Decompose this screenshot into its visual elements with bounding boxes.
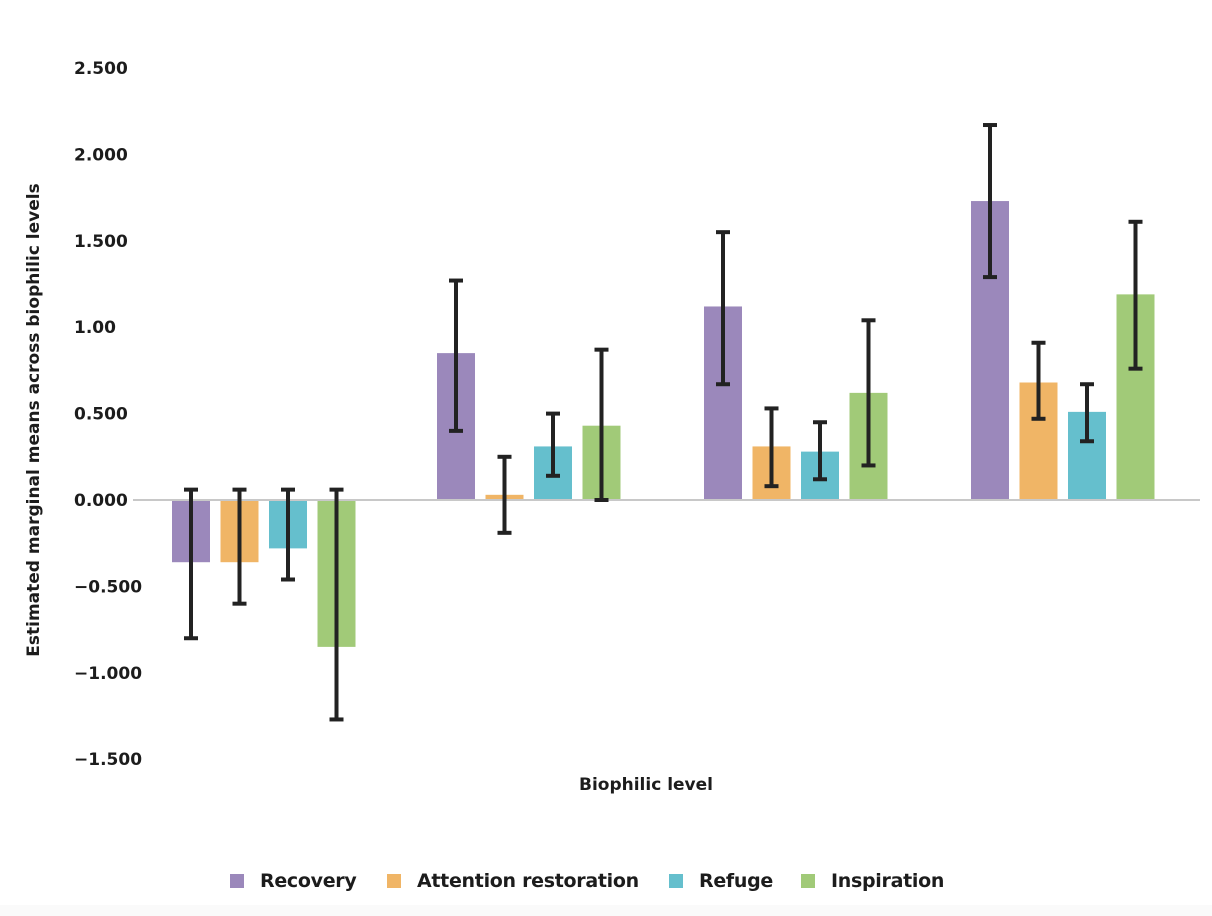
- y-tick-label: 2.000: [74, 145, 128, 165]
- error-bar-inspiration-1: [329, 487, 344, 722]
- error-bar-recovery-1: [184, 487, 198, 641]
- error-bar-refuge-4: [1080, 382, 1094, 444]
- error-bar-recovery-3: [716, 230, 730, 387]
- legend-swatch: [387, 874, 401, 888]
- legend-swatch: [669, 874, 683, 888]
- legend-label: Refuge: [699, 870, 773, 892]
- y-tick-label: 1.500: [74, 232, 128, 252]
- bars: [172, 201, 1155, 647]
- legend-label: Recovery: [260, 870, 357, 892]
- error-bar-refuge-3: [813, 420, 827, 482]
- error-bar-attention-restoration-4: [1031, 340, 1046, 421]
- y-tick-label: 0.500: [74, 405, 128, 425]
- legend-item-inspiration: Inspiration: [801, 866, 944, 896]
- legend-label: Inspiration: [831, 870, 945, 892]
- error-bar-refuge-1: [281, 487, 295, 582]
- error-bar-recovery-2: [449, 278, 463, 433]
- error-bar-inspiration-2: [594, 347, 609, 502]
- error-bar-refuge-2: [546, 411, 560, 478]
- error-bar-recovery-4: [983, 123, 997, 280]
- footer-band: [0, 905, 1212, 916]
- error-bar-attention-restoration-2: [497, 454, 512, 535]
- y-tick-label: −0.500: [74, 577, 142, 597]
- y-tick-label: 1.00: [74, 318, 116, 338]
- error-bar-attention-restoration-3: [764, 406, 779, 489]
- x-axis-title: Biophilic level: [579, 775, 713, 795]
- error-bar-inspiration-4: [1128, 219, 1143, 371]
- error-bar-inspiration-3: [861, 318, 876, 468]
- error-bar-attention-restoration-1: [232, 487, 247, 606]
- legend-item-recovery: Recovery: [230, 866, 357, 896]
- y-tick-label: 2.500: [74, 59, 128, 79]
- y-axis-ticks: 2.500 2.000 1.500 1.00 0.500 0.000 −0.500 −1.00…: [74, 59, 142, 770]
- y-tick-label: −1.000: [74, 664, 142, 684]
- legend-label: Attention restoration: [417, 870, 639, 892]
- legend-item-attention-restoration: Attention restoration: [387, 866, 639, 896]
- y-tick-label: −1.500: [74, 750, 142, 770]
- legend-item-refuge: Refuge: [669, 866, 773, 896]
- legend: Recovery Attention restoration Refuge Inspi…: [0, 866, 1212, 896]
- y-axis-title: Estimated marginal means across biophili…: [24, 183, 44, 656]
- legend-swatch: [801, 874, 815, 888]
- legend-swatch: [230, 874, 244, 888]
- y-tick-label: 0.000: [74, 491, 128, 511]
- error-bars: [184, 123, 1143, 722]
